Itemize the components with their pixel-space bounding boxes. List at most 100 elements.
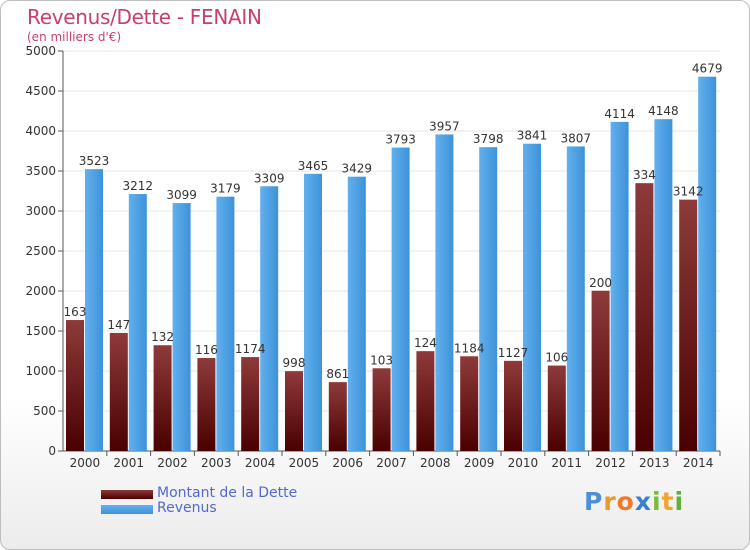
- logo-letter: i: [652, 487, 662, 516]
- x-tick-label: 2011: [551, 456, 582, 470]
- y-tick-label: 0: [48, 444, 56, 458]
- bar-debt: [109, 332, 128, 451]
- data-label-revenue: 3212: [123, 179, 154, 193]
- x-tick-label: 2002: [157, 456, 188, 470]
- bar-revenue: [216, 196, 235, 451]
- y-tick-label: 1000: [25, 364, 56, 378]
- legend-swatch-debt: [101, 490, 153, 499]
- data-label-debt: 861: [326, 367, 349, 381]
- data-label-debt: 116: [195, 343, 218, 357]
- bar-revenue: [435, 134, 454, 451]
- data-label-debt: 3142: [673, 185, 704, 199]
- y-tick-label: 3500: [25, 164, 56, 178]
- x-tick-label: 2009: [464, 456, 495, 470]
- data-label-revenue: 4114: [604, 107, 635, 121]
- data-label-debt: 334: [633, 168, 656, 182]
- y-tick-label: 4500: [25, 84, 56, 98]
- y-tick-label: 500: [33, 404, 56, 418]
- bar-revenue: [610, 121, 629, 451]
- y-tick-label: 4000: [25, 124, 56, 138]
- bar-debt: [285, 371, 303, 451]
- bar-debt: [197, 358, 216, 451]
- logo-letter: r: [603, 487, 617, 516]
- y-tick-label: 5000: [25, 44, 56, 58]
- bar-revenue: [566, 146, 585, 451]
- bar-debt: [153, 345, 172, 451]
- x-tick-label: 2001: [113, 456, 144, 470]
- x-tick-label: 2007: [376, 456, 407, 470]
- data-label-debt: 1184: [454, 341, 485, 355]
- bar-revenue: [347, 176, 366, 451]
- bar-revenue: [698, 76, 717, 452]
- bar-debt: [635, 183, 654, 451]
- data-label-revenue: 4148: [648, 104, 679, 118]
- data-label-revenue: 3179: [210, 182, 241, 196]
- x-tick-label: 2000: [70, 456, 101, 470]
- data-label-debt: 1127: [498, 346, 529, 360]
- data-label-revenue: 3957: [429, 119, 460, 133]
- x-tick-label: 2005: [289, 456, 320, 470]
- legend-label-debt: Montant de la Dette: [157, 485, 298, 501]
- logo-letter: P: [584, 487, 604, 516]
- logo-letter: x: [634, 487, 652, 516]
- legend-swatch-revenue: [101, 505, 153, 514]
- bar-revenue: [172, 203, 191, 451]
- chart-title: Revenus/Dette - FENAIN: [27, 5, 262, 29]
- x-tick-label: 2014: [683, 456, 714, 470]
- data-label-revenue: 3793: [385, 133, 416, 147]
- y-tick-label: 3000: [25, 204, 56, 218]
- bar-revenue: [391, 147, 410, 451]
- legend-label-revenue: Revenus: [157, 500, 217, 516]
- bar-revenue: [479, 147, 498, 451]
- data-label-debt: 1174: [235, 342, 266, 356]
- bar-debt: [591, 290, 610, 451]
- logo-letter: t: [661, 487, 675, 516]
- bar-debt: [416, 351, 435, 451]
- data-label-debt: 132: [151, 330, 174, 344]
- data-label-revenue: 3465: [298, 159, 329, 173]
- data-label-debt: 998: [283, 356, 306, 370]
- x-tick-label: 2006: [332, 456, 363, 470]
- bar-revenue: [304, 173, 322, 452]
- data-label-revenue: 3099: [166, 188, 197, 202]
- bar-revenue: [654, 119, 673, 451]
- data-label-revenue: 3807: [561, 131, 592, 145]
- y-tick-label: 2000: [25, 284, 56, 298]
- bar-debt: [679, 199, 698, 451]
- bar-debt: [66, 320, 84, 451]
- logo-letter: o: [616, 487, 635, 516]
- bar-debt: [241, 357, 260, 451]
- data-label-debt: 124: [414, 336, 437, 350]
- bar-debt: [504, 360, 522, 451]
- data-label-debt: 106: [545, 351, 568, 365]
- bar-revenue: [85, 169, 103, 451]
- x-tick-label: 2008: [420, 456, 451, 470]
- x-tick-label: 2012: [595, 456, 626, 470]
- data-label-debt: 163: [64, 305, 87, 319]
- x-tick-label: 2004: [245, 456, 276, 470]
- chart-subtitle: (en milliers d'€): [27, 30, 122, 44]
- bar-revenue: [523, 143, 541, 451]
- data-label-revenue: 3798: [473, 132, 504, 146]
- data-label-debt: 147: [107, 318, 130, 332]
- data-label-revenue: 3309: [254, 171, 285, 185]
- x-tick-label: 2013: [639, 456, 670, 470]
- data-label-revenue: 3841: [517, 129, 548, 143]
- data-label-revenue: 4679: [692, 62, 723, 76]
- bar-revenue: [260, 186, 279, 451]
- data-label-debt: 200: [589, 276, 612, 290]
- data-label-debt: 103: [370, 353, 393, 367]
- data-label-revenue: 3429: [342, 162, 373, 176]
- bar-debt: [372, 368, 391, 451]
- y-tick-label: 2500: [25, 244, 56, 258]
- bar-debt: [547, 365, 566, 451]
- logo-letter: i: [674, 487, 685, 516]
- bar-debt: [460, 356, 479, 451]
- data-label-revenue: 3523: [79, 154, 110, 168]
- x-tick-label: 2003: [201, 456, 232, 470]
- bar-revenue: [128, 194, 147, 452]
- x-tick-label: 2010: [508, 456, 539, 470]
- y-tick-label: 1500: [25, 324, 56, 338]
